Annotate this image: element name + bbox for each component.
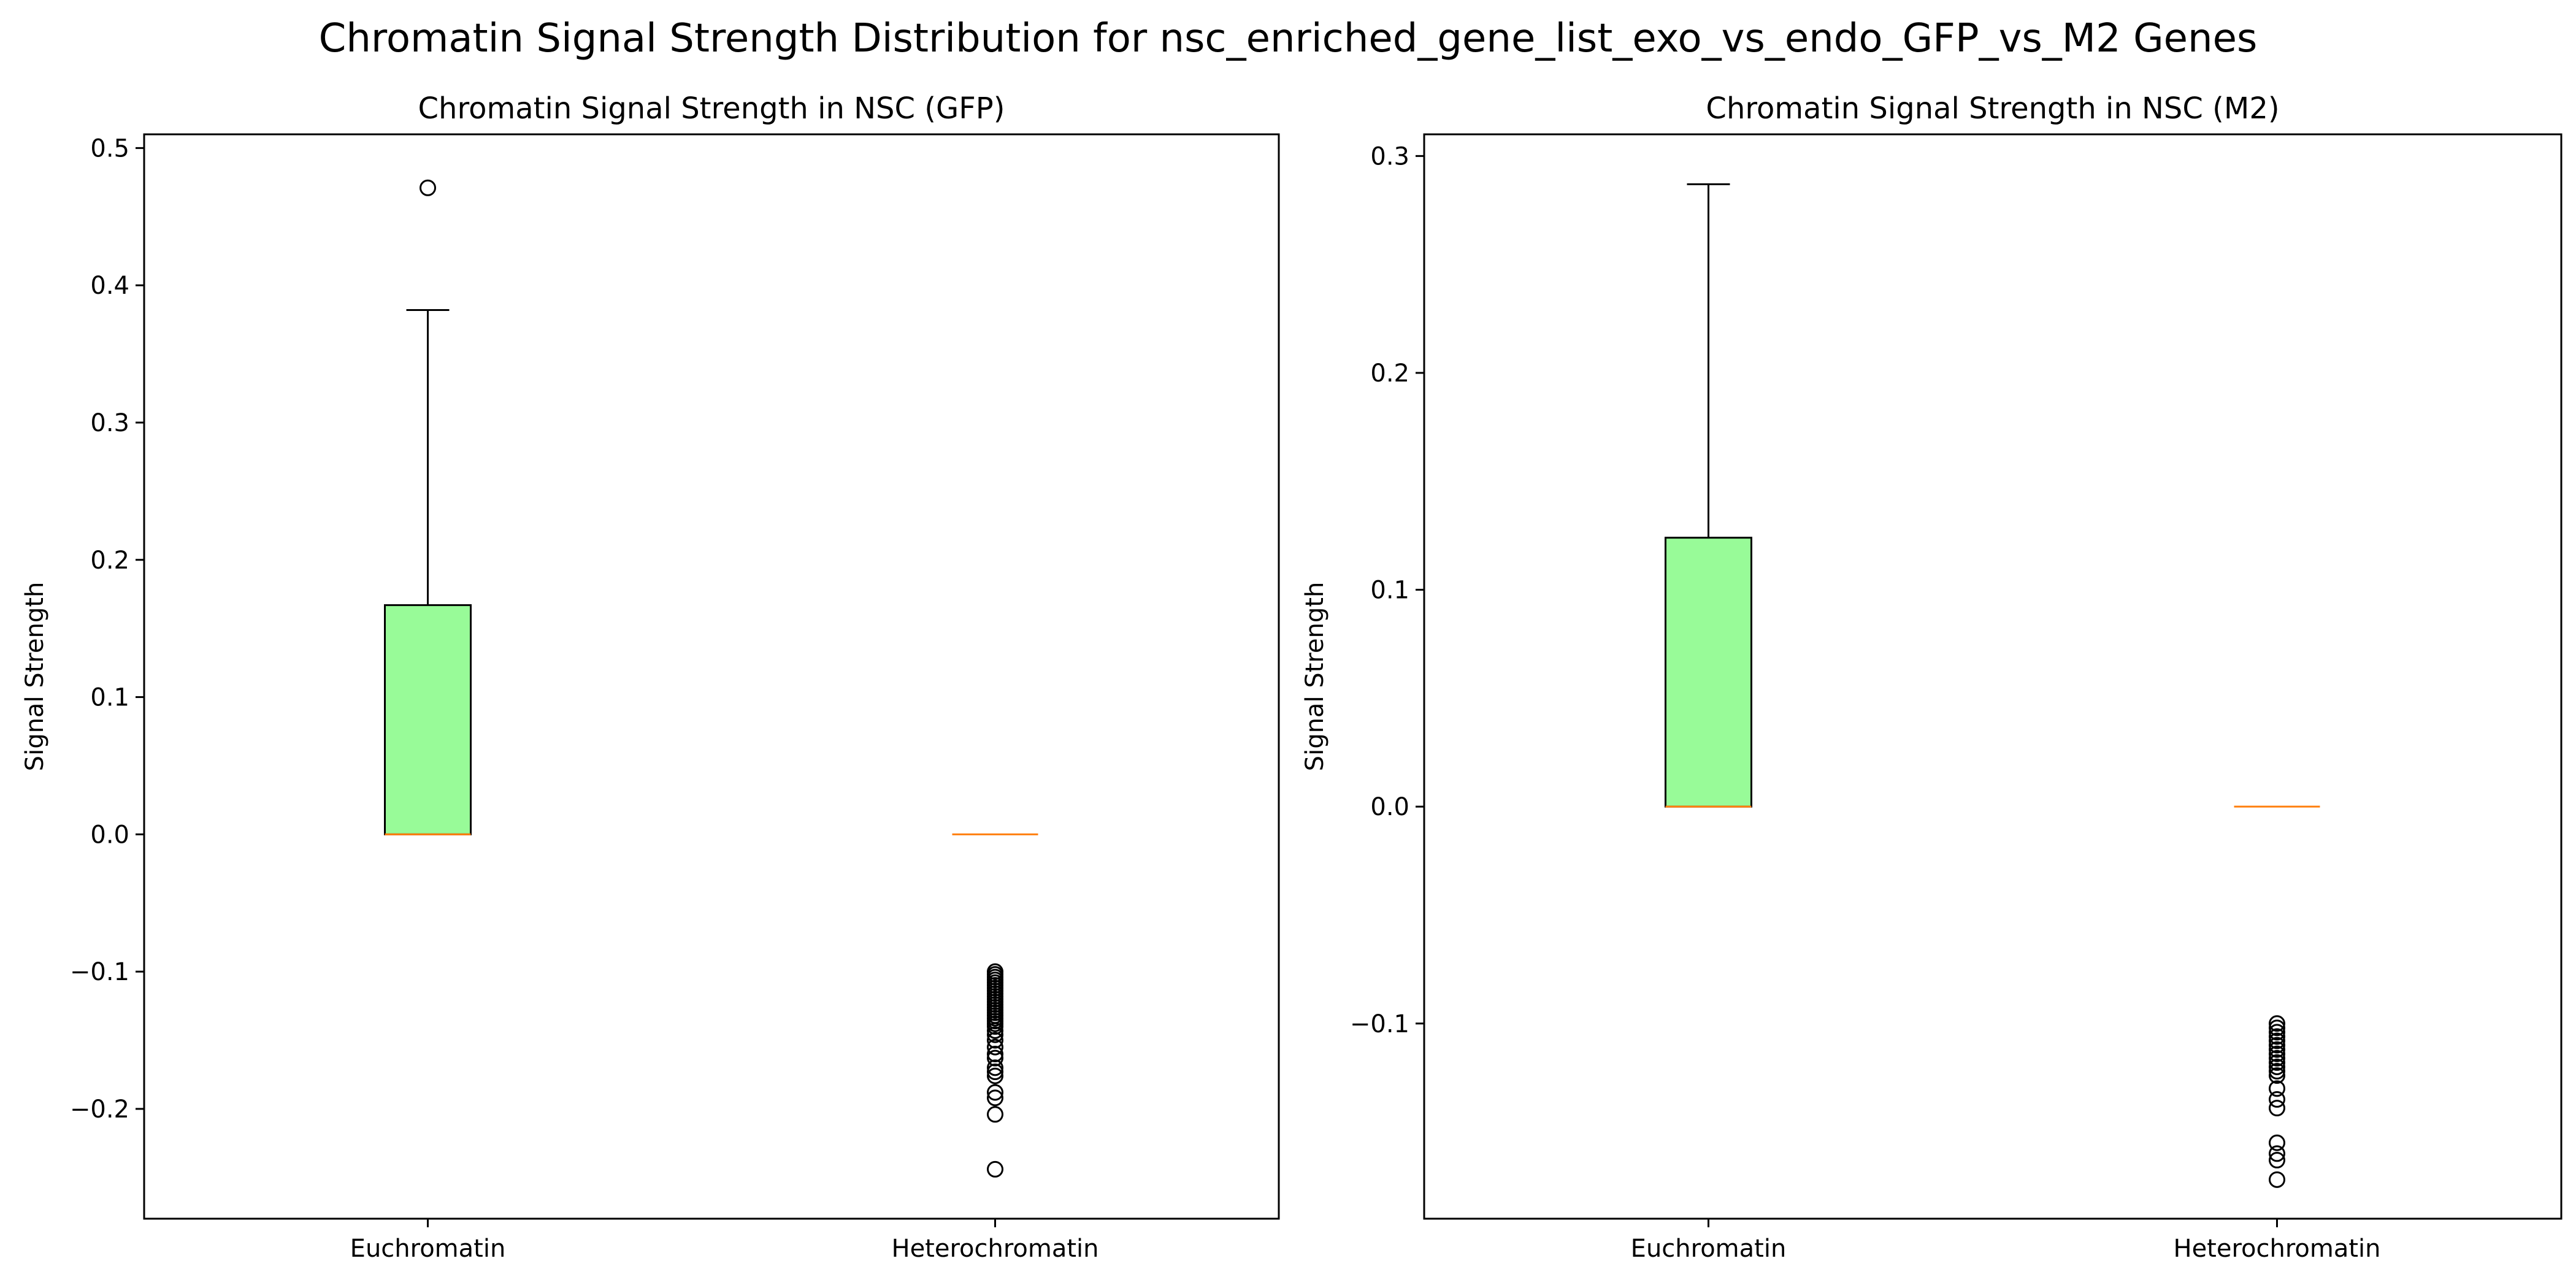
outlier-point [2269,1045,2285,1062]
outlier-point [2269,1058,2285,1075]
outlier-point [2269,1063,2285,1080]
outlier-point [2269,1024,2285,1041]
y-axis-label: Signal Strength [21,582,49,772]
y-tick-label: 0.2 [1370,359,1409,388]
outlier-point [2269,1019,2285,1037]
y-tick-label: 0.3 [1370,142,1409,171]
outlier-point [2269,1152,2285,1169]
outlier-point [987,1032,1003,1049]
outlier-point [987,1064,1003,1081]
x-tick-label: Heterochromatin [891,1235,1098,1263]
outlier-point [987,1018,1003,1035]
y-tick-label: 0.0 [90,821,129,849]
chart-panel-2: Chromatin Signal Strength in NSC (M2) Sig… [1301,91,2563,1263]
outlier-point [987,1067,1003,1084]
y-tick-label: 0.0 [1370,793,1409,821]
y-tick-label: 0.5 [90,134,129,163]
outlier-point [987,1059,1003,1076]
y-tick-label: −0.1 [1350,1010,1409,1038]
outlier-point [987,1084,1003,1101]
outlier-point [987,1022,1003,1039]
axes-frame [143,133,1280,1220]
outlier-point [987,1160,1003,1178]
outlier-point [987,1049,1003,1067]
x-tick-label: Euchromatin [350,1235,506,1263]
outlier-point [987,1045,1003,1062]
outlier-point [2269,1049,2285,1067]
chart-title: Chromatin Signal Strength in NSC (M2) [1706,91,2279,126]
y-tick-label: 0.1 [1370,577,1409,605]
box-heterochromatin [952,833,1038,1178]
outlier-point [987,1038,1003,1056]
outlier-point [2269,1080,2285,1097]
outlier-point [987,1089,1003,1106]
outlier-point [2269,1145,2285,1162]
y-axis-label: Signal Strength [1301,582,1329,772]
outlier-point [2269,1134,2285,1151]
chart-panels: Chromatin Signal Strength in NSC (GFP) Si… [21,91,2563,1263]
outlier-point [2269,1054,2285,1071]
chart-title: Chromatin Signal Strength in NSC (GFP) [418,91,1005,126]
outlier-point [2269,1037,2285,1054]
y-tick-label: 0.2 [90,546,129,575]
y-tick-label: 0.3 [90,409,129,437]
x-tick-label: Heterochromatin [2173,1235,2380,1263]
box-euchromatin [1665,183,1752,808]
outlier-point [420,179,436,196]
y-tick-label: 0.1 [90,684,129,712]
box-euchromatin [384,179,472,835]
outlier-point [2269,1100,2285,1117]
x-tick-label: Euchromatin [1631,1235,1787,1263]
outlier-point [2269,1067,2285,1084]
outlier-point [2269,1091,2285,1108]
box-body [384,604,472,835]
chart-panel-1: Chromatin Signal Strength in NSC (GFP) Si… [21,91,1280,1263]
figure-title: Chromatin Signal Strength Distribution f… [319,16,2258,61]
axes-frame [1423,133,2563,1220]
outlier-point [987,1106,1003,1123]
outlier-point [2269,1032,2285,1049]
outlier-point [2269,1028,2285,1045]
y-tick-label: −0.1 [70,958,129,986]
outlier-point [2269,1015,2285,1032]
outlier-point [2269,1041,2285,1058]
outlier-point [2269,1171,2285,1188]
box-body [1665,537,1752,808]
box-heterochromatin [2234,805,2320,1188]
y-tick-label: 0.4 [90,272,129,300]
y-tick-label: −0.2 [70,1095,129,1124]
outlier-point [987,1026,1003,1043]
